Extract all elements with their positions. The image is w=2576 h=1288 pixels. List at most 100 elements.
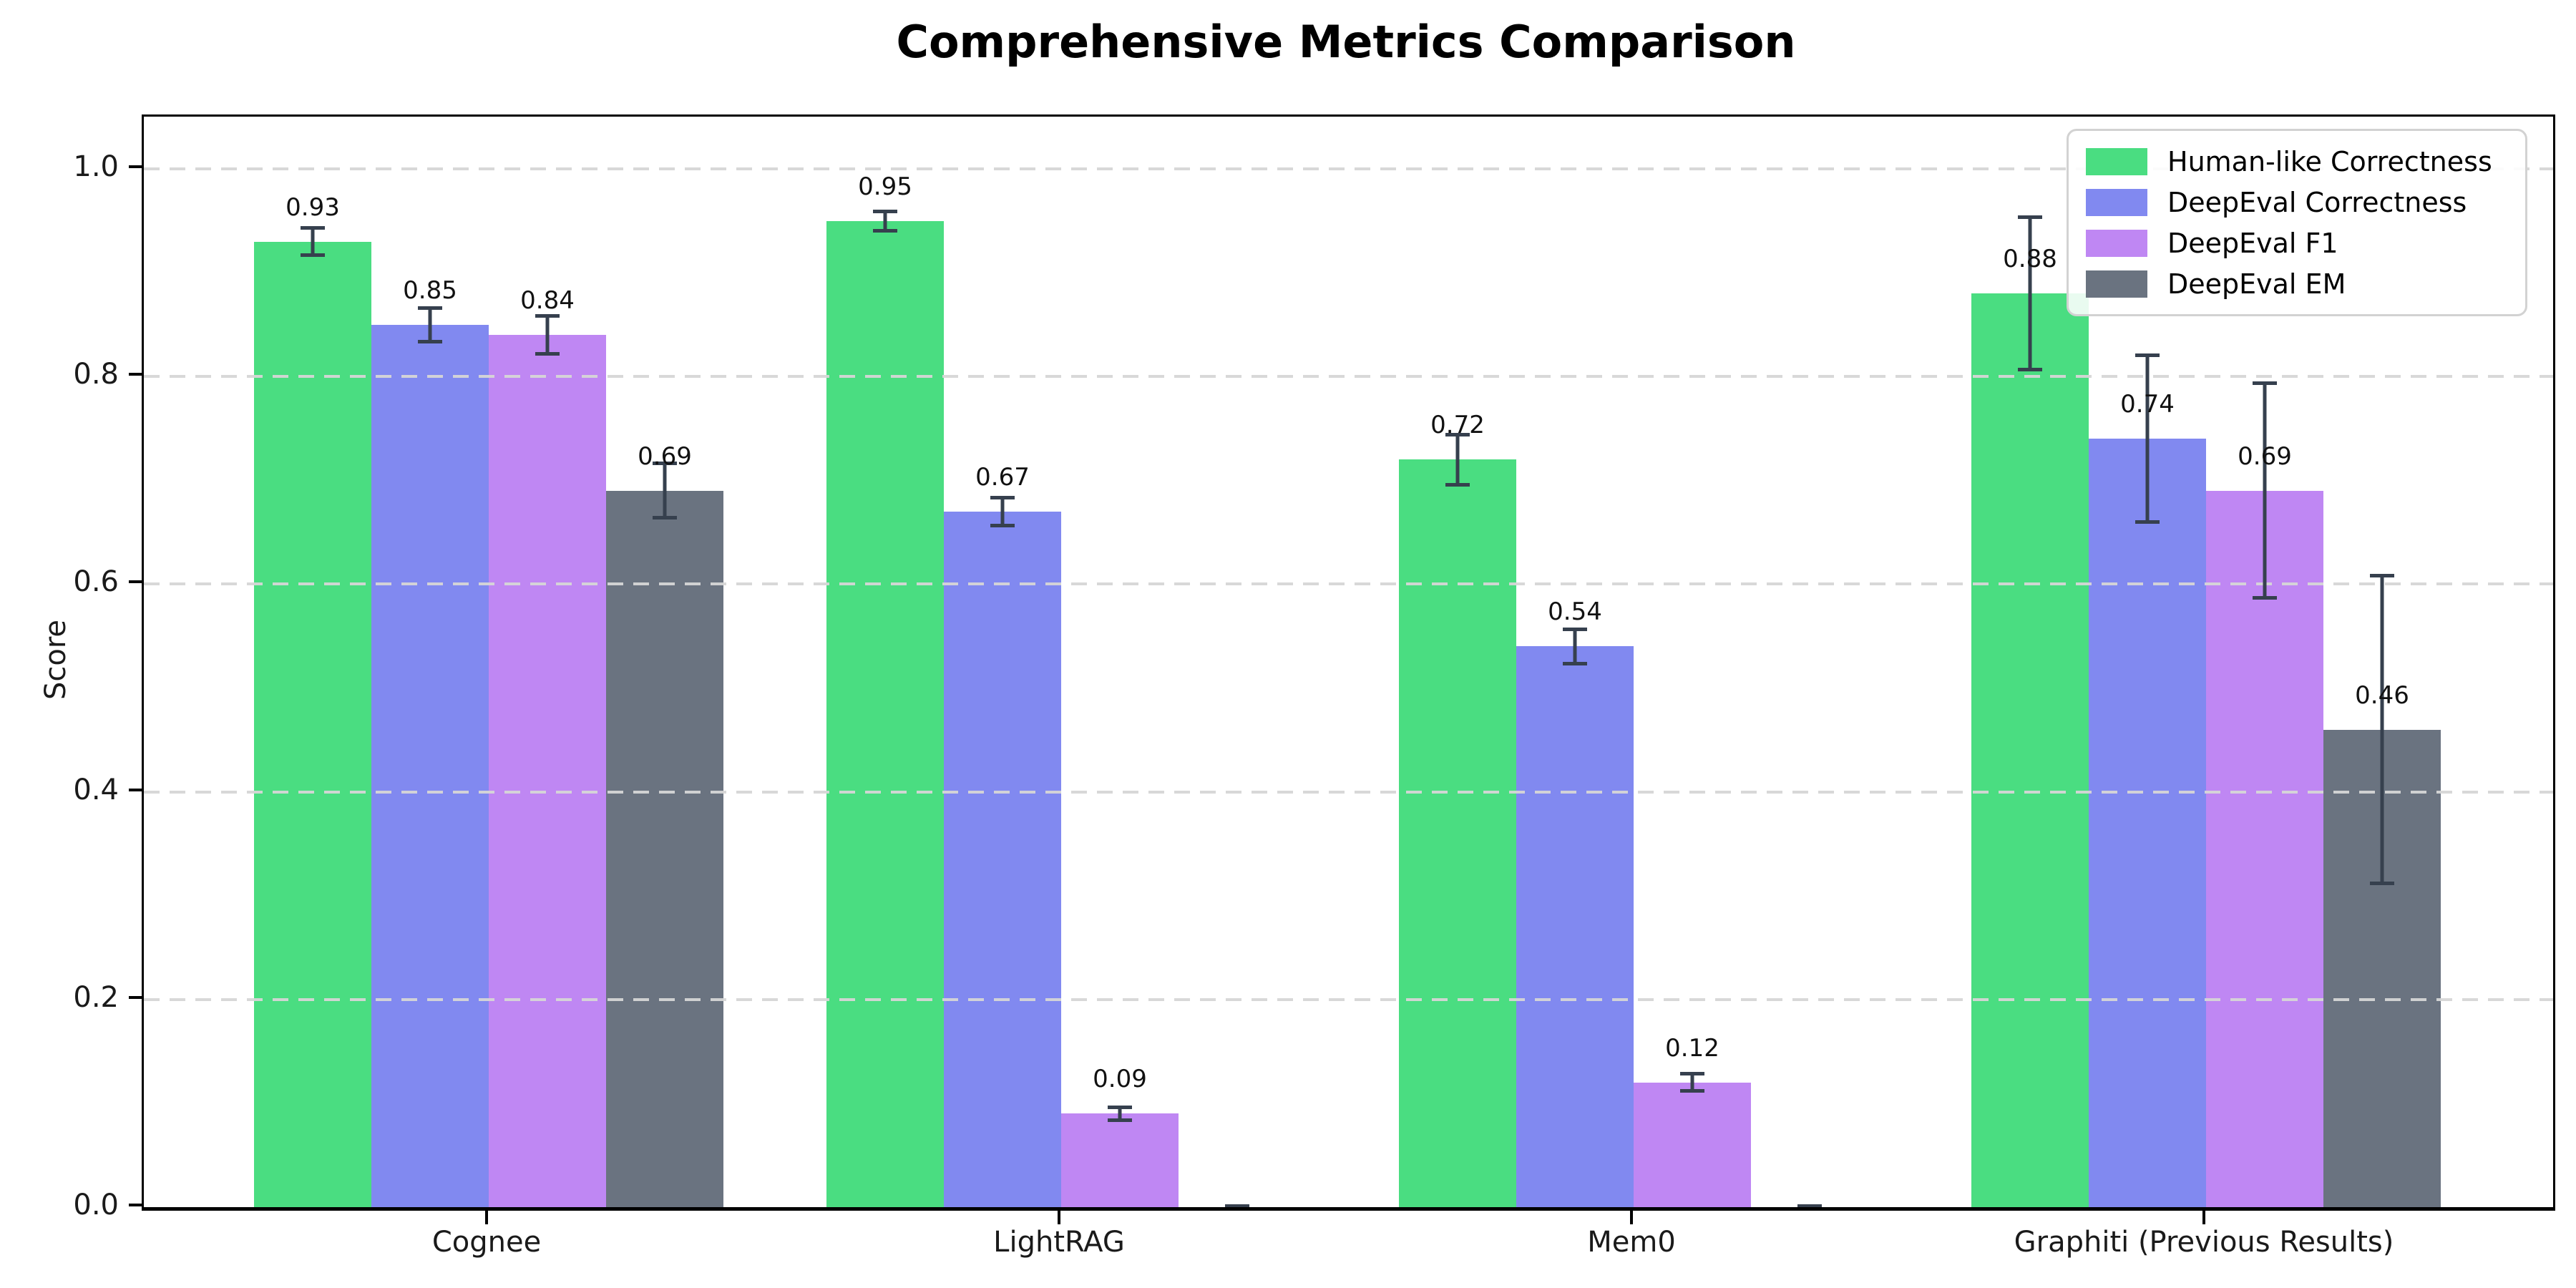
errorbar-cap-bottom [418, 339, 442, 343]
errorbar-cap-bottom [1108, 1118, 1132, 1123]
y-tick-label-1.0: 1.0 [73, 150, 119, 183]
errorbar-stem [883, 209, 887, 233]
errorbar-deepeval-correctness-lightrag [990, 496, 1015, 527]
errorbar-cap-top [301, 225, 325, 230]
errorbar-cap-top [418, 306, 442, 310]
errorbar-stem [1690, 1072, 1694, 1093]
value-label-deepeval-correctness-graphiti-previous-results: 0.74 [2120, 390, 2175, 419]
errorbar-deepeval-correctness-mem0 [1563, 628, 1587, 665]
errorbar-cap-bottom [535, 352, 560, 356]
value-label-deepeval-f1-cognee: 0.84 [520, 286, 575, 316]
gridline-0.4 [144, 790, 2553, 794]
legend-item-human-like-correctness: Human-like Correctness [2086, 146, 2508, 177]
y-tick-0.2 [129, 995, 142, 999]
errorbar-stem [1118, 1105, 1122, 1123]
errorbar-cap-bottom [873, 228, 897, 233]
errorbar-cap-top [2370, 573, 2394, 577]
value-label-deepeval-f1-mem0: 0.12 [1665, 1033, 1719, 1063]
x-tick-graphiti-previous-results [2202, 1209, 2205, 1224]
errorbar-deepeval-em-graphiti-previous-results [2370, 573, 2394, 886]
errorbar-deepeval-f1-graphiti-previous-results [2253, 381, 2277, 600]
errorbar-human-like-correctness-cognee [301, 225, 325, 258]
errorbar-stem [1573, 628, 1577, 665]
errorbar-stem [428, 306, 432, 343]
x-tick-label-cognee: Cognee [431, 1226, 542, 1259]
value-label-deepeval-em-graphiti-previous-results: 0.46 [2355, 680, 2409, 710]
errorbar-stem [2380, 573, 2384, 886]
y-tick-0.4 [129, 788, 142, 791]
errorbar-human-like-correctness-mem0 [1445, 432, 1470, 487]
bar-human-like-correctness-lightrag [826, 220, 944, 1207]
errorbar-cap-bottom [1563, 661, 1587, 665]
legend-label-deepeval-em: DeepEval EM [2167, 268, 2346, 300]
errorbar-cap-top [1797, 1204, 1822, 1207]
value-label-human-like-correctness-cognee: 0.93 [286, 192, 340, 222]
errorbar-cap-top [1445, 432, 1470, 436]
chart-title: Comprehensive Metrics Comparison [896, 16, 1796, 68]
errorbar-cap-bottom [1680, 1089, 1704, 1093]
errorbar-cap-top [1225, 1204, 1249, 1207]
y-tick-1.0 [129, 165, 142, 168]
value-label-human-like-correctness-lightrag: 0.95 [858, 172, 912, 201]
errorbar-deepeval-correctness-cognee [418, 306, 442, 343]
errorbar-cap-top [2135, 353, 2160, 358]
bar-deepeval-f1-mem0 [1634, 1082, 1751, 1207]
y-tick-label-0.2: 0.2 [73, 980, 119, 1014]
errorbar-cap-top [653, 462, 677, 466]
value-label-deepeval-correctness-mem0: 0.54 [1548, 597, 1602, 627]
bar-deepeval-f1-graphiti-previous-results [2206, 490, 2323, 1207]
errorbar-cap-bottom [2253, 596, 2277, 600]
legend-swatch-deepeval-correctness [2086, 188, 2147, 216]
value-label-deepeval-f1-graphiti-previous-results: 0.69 [2238, 441, 2292, 471]
errorbar-stem [1000, 496, 1005, 527]
errorbar-deepeval-em-lightrag [1225, 1204, 1249, 1207]
errorbar-deepeval-correctness-graphiti-previous-results [2135, 353, 2160, 525]
x-tick-cognee [485, 1209, 488, 1224]
errorbar-stem [311, 225, 315, 258]
errorbar-cap-top [990, 496, 1015, 500]
legend-item-deepeval-correctness: DeepEval Correctness [2086, 187, 2508, 218]
gridline-0.8 [144, 375, 2553, 379]
legend-item-deepeval-em: DeepEval EM [2086, 268, 2508, 300]
value-label-deepeval-correctness-cognee: 0.85 [403, 275, 457, 305]
errorbar-deepeval-em-cognee [653, 462, 677, 520]
legend-swatch-human-like-correctness [2086, 147, 2147, 175]
bar-deepeval-f1-lightrag [1061, 1113, 1179, 1207]
x-tick-label-lightrag: LightRAG [993, 1226, 1125, 1259]
x-tick-label-graphiti-previous-results: Graphiti (Previous Results) [2014, 1226, 2394, 1259]
legend-swatch-deepeval-f1 [2086, 229, 2147, 257]
errorbar-cap-top [2253, 381, 2277, 386]
gridline-0.2 [144, 997, 2553, 1001]
value-label-human-like-correctness-mem0: 0.72 [1430, 411, 1485, 440]
y-tick-label-0.8: 0.8 [73, 358, 119, 391]
errorbar-human-like-correctness-graphiti-previous-results [2018, 215, 2042, 371]
errorbar-stem [545, 314, 550, 356]
bar-deepeval-correctness-mem0 [1516, 646, 1634, 1207]
errorbar-stem [663, 462, 667, 520]
errorbar-cap-bottom [1445, 483, 1470, 487]
errorbar-cap-bottom [653, 516, 677, 520]
bar-human-like-correctness-graphiti-previous-results [1971, 293, 2089, 1207]
gridline-1.0 [144, 167, 2553, 170]
errorbar-cap-top [2018, 215, 2042, 220]
y-tick-0.6 [129, 580, 142, 584]
errorbar-stem [2028, 215, 2032, 371]
legend-label-deepeval-f1: DeepEval F1 [2167, 227, 2338, 259]
value-label-human-like-correctness-graphiti-previous-results: 0.88 [2003, 245, 2057, 274]
errorbar-cap-top [873, 209, 897, 213]
bar-human-like-correctness-mem0 [1399, 459, 1516, 1207]
errorbar-deepeval-f1-mem0 [1680, 1072, 1704, 1093]
errorbar-stem [1455, 432, 1460, 487]
legend-label-human-like-correctness: Human-like Correctness [2167, 145, 2492, 177]
errorbar-deepeval-f1-lightrag [1108, 1105, 1132, 1123]
value-label-deepeval-em-cognee: 0.69 [638, 441, 692, 471]
errorbar-cap-bottom [2135, 520, 2160, 525]
errorbar-human-like-correctness-lightrag [873, 209, 897, 233]
errorbar-deepeval-f1-cognee [535, 314, 560, 356]
errorbar-cap-bottom [2018, 367, 2042, 371]
y-tick-0.0 [129, 1204, 142, 1206]
x-tick-label-mem0: Mem0 [1587, 1226, 1676, 1259]
x-tick-mem0 [1630, 1209, 1633, 1224]
y-tick-0.8 [129, 373, 142, 376]
